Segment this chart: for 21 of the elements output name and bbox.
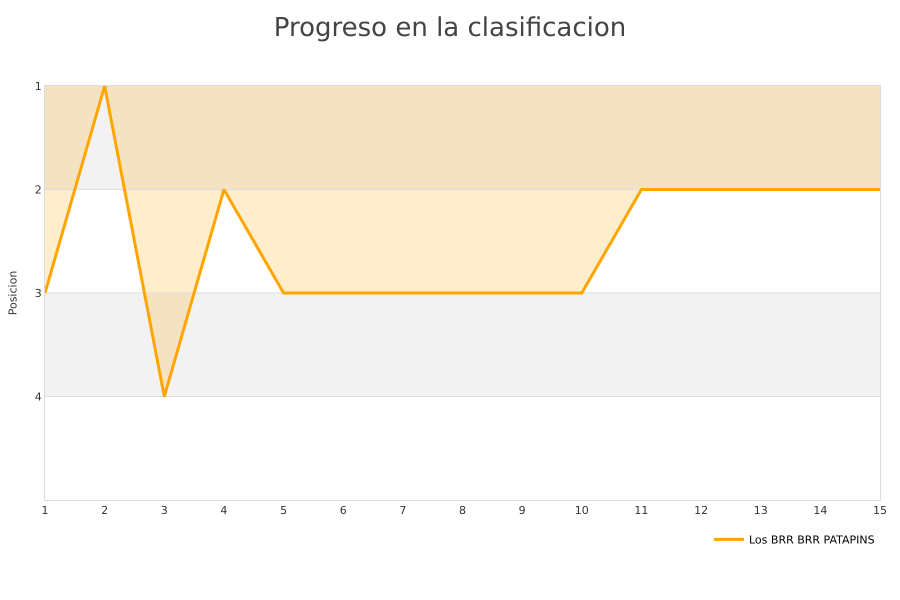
y-tick-label: 2 xyxy=(34,183,42,196)
x-tick-label: 7 xyxy=(399,504,406,518)
x-tick-label: 5 xyxy=(280,504,288,518)
y-tick-label: 3 xyxy=(34,286,42,300)
x-tick-label: 4 xyxy=(220,504,228,518)
y-tick-label: 1 xyxy=(34,80,42,93)
chart-title: Progreso en la clasificacion xyxy=(274,13,626,44)
x-tick-label: 2 xyxy=(101,504,108,518)
x-tick-label: 9 xyxy=(518,504,526,518)
x-tick-label: 14 xyxy=(813,504,828,518)
x-tick-label: 3 xyxy=(160,504,168,518)
y-tick-label: 4 xyxy=(34,390,42,404)
x-tick-label: 13 xyxy=(754,504,768,518)
x-tick-label: 15 xyxy=(873,504,887,518)
y-axis-title: Posicion xyxy=(6,270,20,316)
x-tick-label: 12 xyxy=(694,504,708,518)
x-tick-label: 10 xyxy=(574,504,589,518)
x-tick-label: 6 xyxy=(340,504,347,518)
legend-label: Los BRR BRR PATAPINS xyxy=(749,534,875,547)
x-tick-label: 8 xyxy=(459,504,466,518)
x-tick-label: 11 xyxy=(634,504,648,518)
